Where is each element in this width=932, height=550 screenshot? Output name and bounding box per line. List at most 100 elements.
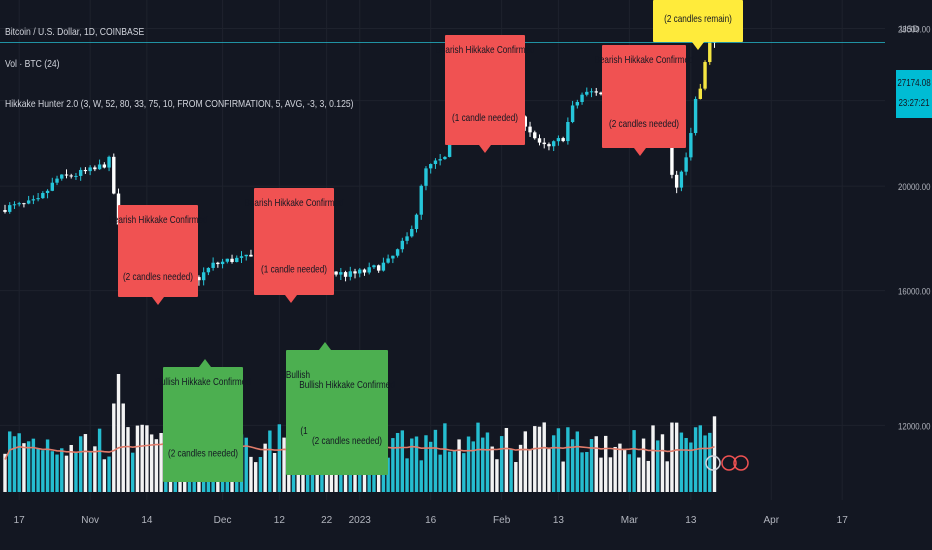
volume-bar <box>112 403 116 492</box>
label-text: Bearish Hikkake Confirmed <box>244 197 343 208</box>
candle-body <box>201 272 206 281</box>
candle-body <box>381 262 386 271</box>
volume-bar <box>253 462 258 492</box>
candle-body <box>83 169 88 172</box>
bullish-label-box <box>163 367 243 482</box>
bearish-label-box <box>254 188 334 295</box>
price-tag <box>896 70 932 118</box>
volume-bar <box>514 462 518 492</box>
candle-body <box>353 271 357 274</box>
candle-body <box>551 141 556 147</box>
label-text: Bearish Hikkake Confirmed <box>108 214 207 225</box>
bearish-label-box <box>445 35 525 145</box>
volume-bar <box>414 436 419 492</box>
label-text: Bearish Hikkake Confirmed <box>594 54 693 65</box>
volume-bar <box>131 452 135 492</box>
candle-body <box>12 204 17 206</box>
dividend-event-icon <box>721 455 737 471</box>
bearish-label-box <box>602 45 686 148</box>
volume-bar <box>419 460 423 492</box>
volume-bar <box>135 425 140 492</box>
label-text: Bullish Hikkake Confirmed <box>155 376 251 387</box>
volume-bar <box>485 432 490 492</box>
candle-body <box>206 267 211 273</box>
legend-volume: Vol · BTC (24) <box>5 58 60 70</box>
bearish-hikkake-label: Bearish Hikkake Confirmed (1 candle neede… <box>244 188 344 303</box>
label-text: (2 candles needed) <box>168 448 238 459</box>
volume-bar <box>613 446 617 492</box>
candle-body <box>400 240 405 250</box>
label-pointer <box>152 297 164 305</box>
price-tag-value: 27174.08 <box>897 77 930 88</box>
volume-bar <box>277 424 282 492</box>
volume-bar <box>684 437 688 492</box>
volume-bar <box>296 462 300 492</box>
candle-body <box>230 258 234 263</box>
label-pointer <box>319 342 331 350</box>
volume-bar <box>566 427 570 492</box>
candle-body <box>343 272 348 277</box>
label-text: (1 candle needed) <box>452 112 518 123</box>
volume-bar <box>159 433 163 492</box>
volume-bar <box>462 453 466 492</box>
volume-bar <box>656 440 660 492</box>
label-text: (2 candles needed) <box>312 435 382 446</box>
candle-body <box>216 262 220 265</box>
volume-bar <box>263 443 267 492</box>
candle-body <box>367 267 371 273</box>
candle-body <box>528 126 532 133</box>
candle-body <box>395 249 400 256</box>
candle-body <box>197 277 201 281</box>
volume-bar <box>64 455 69 492</box>
volume-bar <box>433 429 438 492</box>
candle-body <box>78 169 83 176</box>
candle-body <box>589 91 594 93</box>
candle-body <box>244 254 248 257</box>
y-tick-label: 12000.00 <box>898 421 931 432</box>
label-text: (2 candles remain) <box>664 13 732 24</box>
x-tick-label: 14 <box>141 515 153 526</box>
candle-body <box>239 256 244 258</box>
bearish-label-box <box>118 205 198 297</box>
volume-bar <box>145 425 149 492</box>
volume-bar <box>74 452 78 492</box>
volume-bar <box>424 435 428 492</box>
label-text: (1 candle needed) <box>261 264 327 275</box>
bullish-label-box <box>286 350 388 475</box>
volume-bar <box>121 403 125 492</box>
volume-bar <box>632 430 636 492</box>
x-tick-label: 13 <box>685 515 697 526</box>
volume-bar <box>646 460 650 492</box>
candle-body <box>97 164 102 170</box>
y-tick-label: 20000.00 <box>898 181 931 192</box>
volume-bar <box>438 454 442 492</box>
candle-body <box>60 174 64 179</box>
volume-bar <box>547 449 551 492</box>
candle-body <box>107 156 111 168</box>
volume-bar <box>594 436 598 492</box>
volume-bar <box>429 441 433 492</box>
volume-bar <box>651 425 655 492</box>
candle-body <box>17 203 21 205</box>
label-text: (2 candles needed) <box>609 118 679 129</box>
candle-body <box>689 133 693 158</box>
volume-bar <box>8 431 12 492</box>
pending-label-box <box>653 0 743 42</box>
volume-bar <box>126 427 130 492</box>
price-tag-countdown: 23:27:21 <box>898 97 929 108</box>
volume-bar <box>585 451 589 492</box>
candle-body <box>391 255 395 259</box>
volume-bar <box>55 454 59 492</box>
bearish-hikkake-label: Bearish Hikkake Confirmed (2 candles need… <box>108 205 208 305</box>
candle-body <box>537 138 542 143</box>
x-tick-label: 17 <box>14 515 26 526</box>
candle-body <box>533 132 537 139</box>
candle-body <box>41 193 45 199</box>
volume-bar <box>608 457 613 492</box>
volume-bar <box>410 438 414 492</box>
volume-bar <box>622 449 627 492</box>
candle-body <box>429 164 433 169</box>
volume-bar <box>708 432 712 492</box>
label-pointer <box>199 359 211 367</box>
